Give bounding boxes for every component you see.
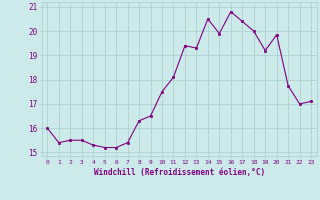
X-axis label: Windchill (Refroidissement éolien,°C): Windchill (Refroidissement éolien,°C) <box>94 168 265 177</box>
